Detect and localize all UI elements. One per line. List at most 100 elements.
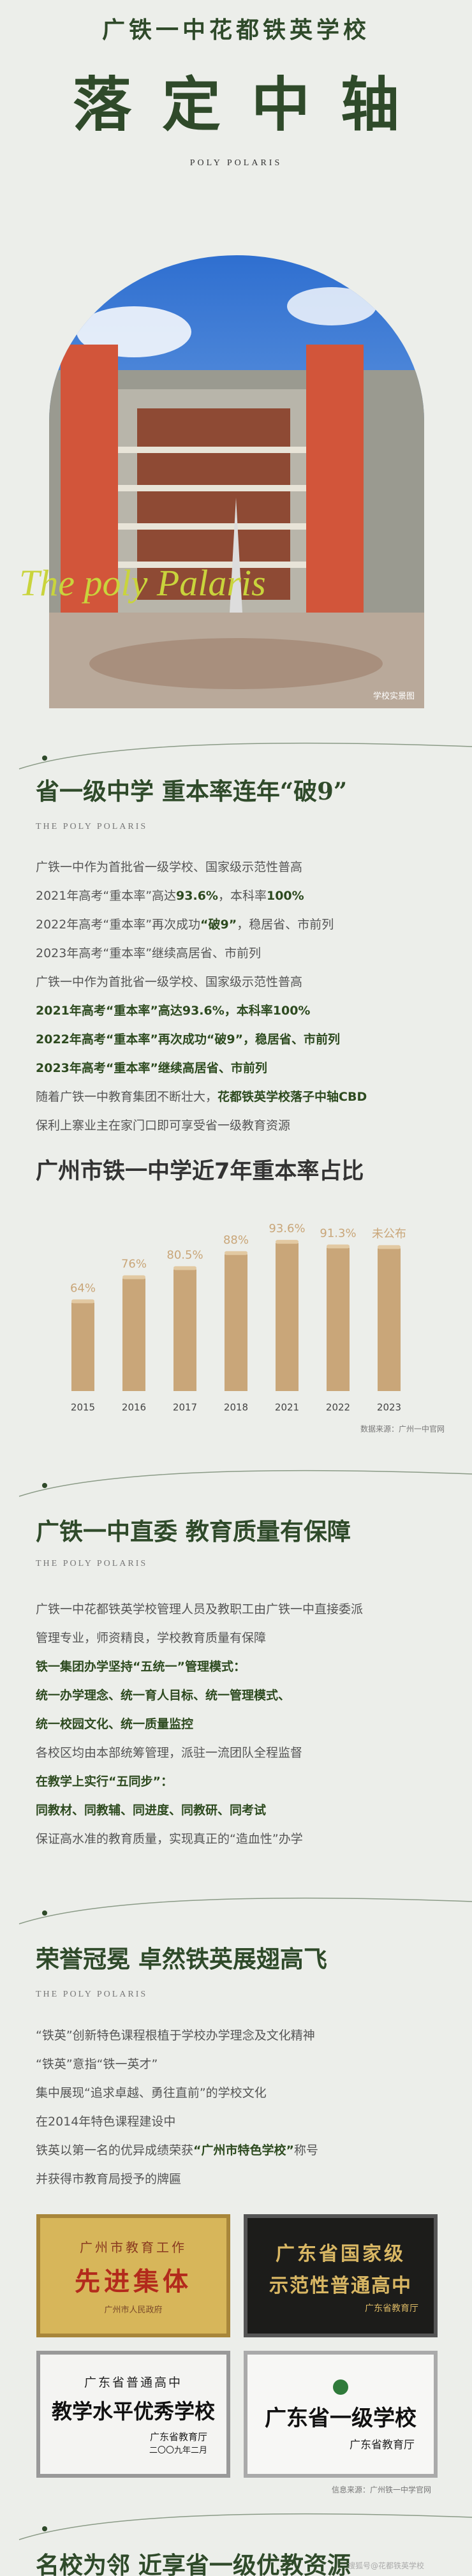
plaque-text: 广东省教育厅: [149, 2431, 207, 2443]
bar: [276, 1243, 299, 1391]
divider: [18, 742, 472, 770]
body-line: 随着广铁一中教育集团不断壮大，花都铁英学校落子中轴CBD: [36, 1083, 367, 1112]
text-run: 100%: [266, 889, 304, 903]
text-run: 2023年高考“重本率”继续高居省、市前列: [36, 946, 262, 960]
text-run: “铁英”创新特色课程根植于学校办学理念及文化精神: [36, 2029, 315, 2043]
text-run: 2022年高考“重本率”再次成功“破9”，稳居省、市前列: [36, 1032, 341, 1046]
body-line: 保证高水准的教育质量，实现真正的“造血性”办学: [36, 1825, 363, 1854]
text-run: 2022年高考“重本率”再次成功: [36, 918, 201, 932]
photo-overlay: The poly Palaris: [19, 562, 266, 604]
text-run: 管理专业，师资精良，学校教育质量有保障: [36, 1631, 267, 1645]
body-line: 同教材、同教辅、同进度、同教研、同考试: [36, 1796, 363, 1825]
bar: [173, 1269, 196, 1391]
text-run: 同教材、同教辅、同进度、同教研、同考试: [36, 1803, 267, 1817]
bar: [378, 1248, 401, 1391]
text-run: 广铁一中花都铁英学校管理人员及教职工由广铁一中直接委派: [36, 1602, 364, 1616]
text-run: 随着广铁一中教育集团不断壮大，: [36, 1090, 218, 1104]
text-run: 并获得市教育局授予的牌匾: [36, 2172, 182, 2186]
text-run: “破9”: [200, 918, 237, 932]
plaque: 广州市教育工作 先进集体 广州市人民政府: [36, 2214, 230, 2337]
value-label: 64%: [70, 1281, 96, 1295]
value-label: 91.3%: [320, 1226, 356, 1240]
value-label: 76%: [121, 1258, 147, 1271]
headline: 落定中轴: [72, 70, 430, 139]
text-run: 铁一集团办学坚持“五统一”管理模式：: [36, 1660, 246, 1674]
x-tick-label: 2022: [326, 1402, 350, 1413]
text-run: 在2014年特色课程建设中: [36, 2115, 176, 2129]
chart: 广州市铁一中学近7年重本率占比 数据来源：广州一中官网 64% 2015 76% 20…: [36, 1158, 445, 1434]
school-name: 广铁一中花都铁英学校: [101, 17, 370, 43]
x-tick-label: 2017: [173, 1402, 197, 1413]
body-text: 广铁一中作为首批省一级学校、国家级示范性普高 2021年高考“重本率”高达93.6…: [36, 853, 367, 1140]
plaque-text: 教学水平优秀学校: [51, 2399, 215, 2423]
bar: [225, 1254, 247, 1391]
value-label: 80.5%: [166, 1248, 203, 1262]
text-run: 保证高水准的教育质量，实现真正的“造血性”办学: [36, 1832, 303, 1846]
brand: POLY POLARIS: [189, 158, 283, 168]
body-line: 2023年高考“重本率”继续高居省、市前列: [36, 1054, 367, 1083]
body-line: 广铁一中花都铁英学校管理人员及教职工由广铁一中直接委派: [36, 1595, 363, 1624]
chart-source: 数据来源：广州一中官网: [360, 1424, 445, 1434]
plaque-text: 先进集体: [75, 2267, 192, 2297]
plaque: 广东省普通高中 教学水平优秀学校 广东省教育厅 二〇〇九年二月: [36, 2351, 230, 2478]
text-run: 集中展现“追求卓越、勇往直前”的学校文化: [36, 2086, 267, 2100]
text-run: “广州市特色学校”: [193, 2143, 294, 2157]
bar-top: [225, 1251, 247, 1255]
photo: [49, 255, 424, 708]
photo-caption: 学校实景图: [373, 692, 415, 701]
x-tick-label: 2015: [71, 1402, 95, 1413]
text-run: ，本科率: [218, 889, 267, 903]
plaque-text: 广东省教育厅: [350, 2438, 415, 2452]
text-run: 称号: [294, 2143, 319, 2157]
bar: [327, 1247, 350, 1391]
bar-top: [71, 1299, 94, 1304]
text-run: 2023年高考“重本率”继续高居省、市前列: [36, 1061, 267, 1075]
text-run: 广铁一中作为首批省一级学校、国家级示范性普高: [36, 860, 303, 874]
plaque-text: 广东省普通高中: [84, 2376, 182, 2390]
chart-title: 广州市铁一中学近7年重本率占比: [36, 1158, 364, 1184]
plaque: 广东省国家级 示范性普通高中 广东省教育厅: [244, 2214, 438, 2337]
divider: [18, 1897, 472, 1925]
plaque: 广东省一级学校 广东省教育厅: [244, 2351, 438, 2478]
plaque-text: 示范性普通高中: [269, 2274, 412, 2297]
divider: [18, 1470, 472, 1497]
plaque-text: 广州市人民政府: [104, 2305, 163, 2315]
text-run: 统一办学理念、统一育人目标、统一管理模式、: [36, 1688, 291, 1702]
body-line: 并获得市教育局授予的牌匾: [36, 2165, 318, 2194]
body-line: 集中展现“追求卓越、勇往直前”的学校文化: [36, 2079, 318, 2108]
text-run: 统一校园文化、统一质量监控: [36, 1717, 194, 1731]
body-line: 管理专业，师资精良，学校教育质量有保障: [36, 1624, 363, 1653]
bar-top: [327, 1244, 350, 1249]
source: 信息来源：广州铁一中学官网: [332, 2485, 432, 2494]
section-subtitle: THE POLY POLARIS: [36, 822, 148, 831]
body-line: 2021年高考“重本率”高达93.6%，本科率100%: [36, 997, 367, 1025]
text-run: 保利上寨业主在家门口即可享受省一级教育资源: [36, 1119, 291, 1133]
body-text: 广铁一中花都铁英学校管理人员及教职工由广铁一中直接委派 管理专业，师资精良，学校教…: [36, 1595, 363, 1854]
x-tick-label: 2023: [377, 1402, 401, 1413]
value-label: 未公布: [372, 1227, 406, 1240]
watermark: 搜狐号@花都铁英学校: [348, 2561, 425, 2570]
body-line: 2021年高考“重本率”高达93.6%，本科率100%: [36, 882, 367, 911]
x-tick-label: 2018: [224, 1402, 248, 1413]
body-line: 2022年高考“重本率”再次成功“破9”，稳居省、市前列: [36, 1025, 367, 1054]
bar: [122, 1278, 145, 1391]
body-line: 广铁一中作为首批省一级学校、国家级示范性普高: [36, 968, 367, 997]
plaque-text: 广东省教育厅: [365, 2303, 418, 2314]
section-subtitle: THE POLY POLARIS: [36, 1559, 148, 1568]
body-line: 各校区均由本部统筹管理，派驻一流团队全程监督: [36, 1739, 363, 1768]
body-line: 统一办学理念、统一育人目标、统一管理模式、: [36, 1681, 363, 1710]
divider: [18, 2513, 472, 2540]
body-text: “铁英”创新特色课程根植于学校办学理念及文化精神 “铁英”意指“铁一英才” 集中展现…: [36, 2021, 318, 2194]
section-subtitle: THE POLY POLARIS: [36, 1990, 148, 1999]
text-run: 93.6%: [176, 889, 218, 903]
section-title: 名校为邻 近享省一级优教资源: [36, 2551, 351, 2576]
plaque-text: 广州市教育工作: [80, 2239, 187, 2255]
text-run: 各校区均由本部统筹管理，派驻一流团队全程监督: [36, 1746, 303, 1760]
bar-top: [276, 1240, 299, 1244]
plaque-text: 广东省国家级: [276, 2242, 406, 2265]
text-run: 2021年高考“重本率”高达93.6%，本科率100%: [36, 1004, 311, 1018]
body-line: “铁英”创新特色课程根植于学校办学理念及文化精神: [36, 2021, 318, 2050]
plaque-text: 广东省一级学校: [265, 2405, 417, 2431]
x-tick-label: 2016: [122, 1402, 146, 1413]
